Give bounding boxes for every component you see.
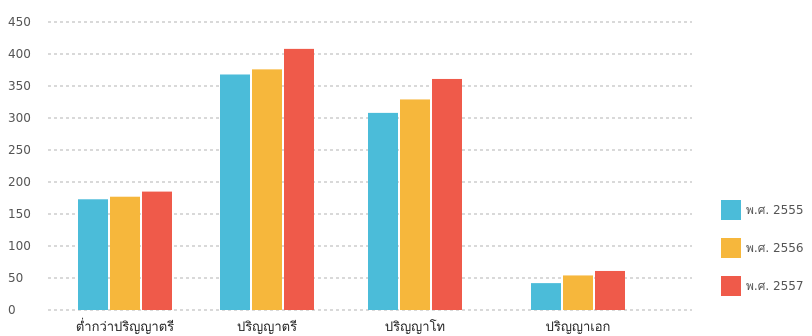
bar-3-0	[531, 283, 561, 310]
category-label-2: ปริญญาโท	[385, 319, 445, 335]
y-tick-label-150: 150	[8, 207, 31, 221]
y-tick-label-400: 400	[8, 47, 31, 61]
category-label-1: ปริญญาตรี	[237, 319, 297, 335]
bar-1-0	[220, 74, 250, 310]
bar-2-1	[400, 99, 430, 310]
legend-label-1: พ.ศ. 2556	[746, 241, 804, 255]
y-tick-label-300: 300	[8, 111, 31, 125]
legend-swatch-0	[721, 200, 741, 220]
y-tick-label-450: 450	[8, 15, 31, 29]
bar-3-2	[595, 270, 625, 310]
category-label-0: ต่ำกว่าปริญญาตรี	[76, 318, 174, 335]
bar-2-2	[432, 78, 462, 311]
legend-swatch-1	[721, 238, 741, 258]
y-tick-label-350: 350	[8, 79, 31, 93]
bar-3-1	[563, 275, 593, 310]
y-tick-label-0: 0	[8, 303, 16, 317]
category-label-3: ปริญญาเอก	[546, 320, 611, 335]
legend-label-2: พ.ศ. 2557	[746, 279, 804, 293]
y-tick-label-50: 50	[8, 271, 23, 285]
bar-2-0	[368, 112, 398, 310]
bar-0-2	[142, 191, 172, 310]
legend-swatch-2	[721, 276, 741, 296]
legend-label-0: พ.ศ. 2555	[746, 203, 804, 217]
y-tick-label-200: 200	[8, 175, 31, 189]
y-tick-label-100: 100	[8, 239, 31, 253]
y-tick-label-250: 250	[8, 143, 31, 157]
bar-0-0	[78, 199, 108, 310]
bar-1-1	[252, 69, 282, 310]
bar-0-1	[110, 196, 140, 310]
bar-1-2	[284, 48, 314, 310]
